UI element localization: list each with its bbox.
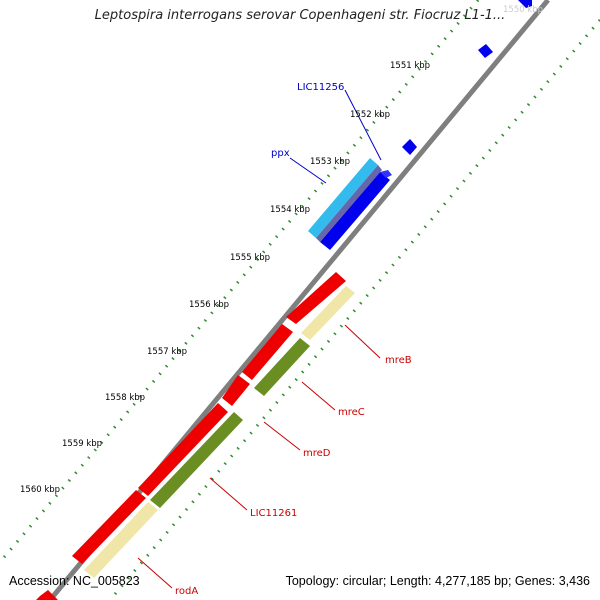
gene-rodA-tail [36,590,58,600]
tick-label: 1559 kbp [62,439,102,449]
gene-label-mreD[interactable]: mreD [303,448,331,459]
inner-dot-track [0,0,480,563]
accession-text: Accession: NC_005823 [9,574,140,588]
gene-blue-b [402,139,417,155]
gene-blue-a [478,44,493,58]
gene-label-LIC11261[interactable]: LIC11261 [250,508,297,519]
gene-blue-top [518,0,532,8]
gene-rodA-yellow [84,502,158,578]
leader-rodA [137,557,173,589]
gene-label-mreC[interactable]: mreC [338,407,365,418]
tick-label: 1555 kbp [230,253,270,263]
leader-mreD [263,421,301,451]
tick-label: 1553 kbp [310,157,350,167]
genome-summary-text: Topology: circular; Length: 4,277,185 bp… [285,574,590,588]
faded-tick-label: 1550 kbp [503,5,543,15]
outer-dot-track [108,19,600,600]
tick-label: 1558 kbp [105,393,145,403]
gene-mreC-olive [254,338,310,396]
gene-LIC11261-olive [150,412,243,508]
leader-mreB [344,324,381,359]
gene-label-mreB[interactable]: mreB [385,355,412,366]
tick-label: 1552 kbp [350,110,390,120]
gene-label-rodA[interactable]: rodA [175,586,198,597]
tick-label: 1560 kbp [20,485,60,495]
gene-LIC11256 [320,170,392,250]
gene-mreD-red [222,375,250,406]
map-title: Leptospira interrogans serovar Copenhage… [94,8,506,23]
tick-label: 1554 kbp [270,205,310,215]
gene-mreB-red [286,272,346,324]
tick-label: 1551 kbp [390,61,430,71]
leader-LIC11261 [209,477,248,511]
gene-mreB-yellow [301,286,355,340]
leader-ppx [289,157,327,184]
tick-label: 1556 kbp [189,300,229,310]
gene-LIC11261-red [138,403,228,496]
gene-mreC-red [242,324,293,380]
gene-ppx [308,158,382,242]
leader-LIC11256 [344,89,382,161]
gene-rodA-red [72,490,146,564]
tick-label: 1557 kbp [147,347,187,357]
gene-label-LIC11256[interactable]: LIC11256 [297,82,344,93]
leader-mreC [301,381,336,411]
gene-label-ppx[interactable]: ppx [271,148,290,159]
